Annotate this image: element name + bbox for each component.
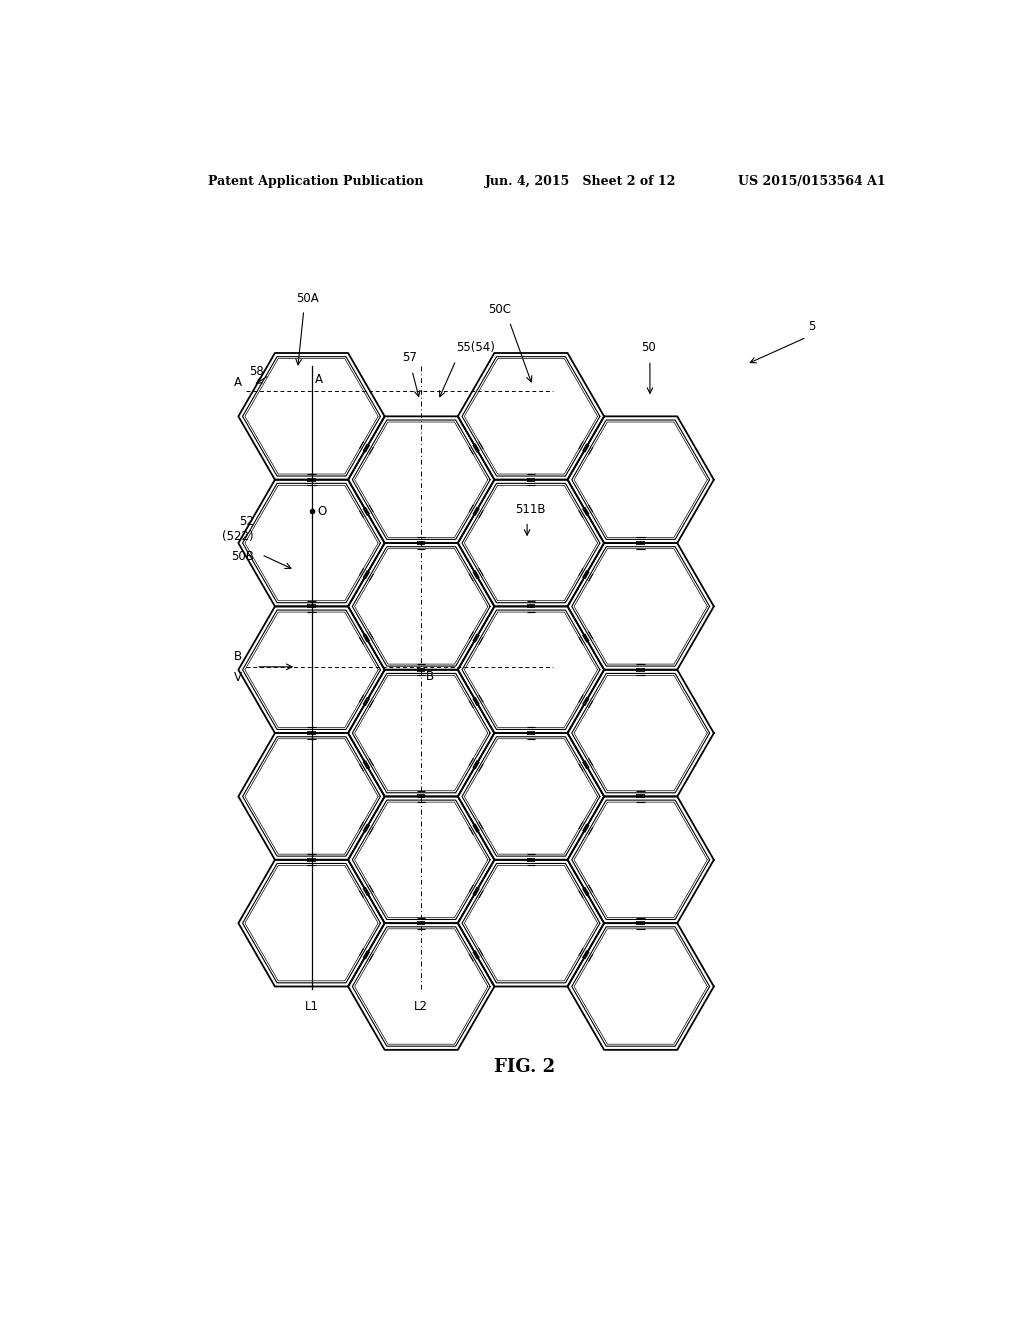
Text: 50: 50 xyxy=(641,341,655,354)
Text: 50B: 50B xyxy=(230,550,254,564)
Text: 57: 57 xyxy=(402,351,417,364)
Text: 55(54): 55(54) xyxy=(456,341,495,354)
Text: A: A xyxy=(315,374,324,387)
Text: FIG. 2: FIG. 2 xyxy=(495,1059,555,1076)
Text: O: O xyxy=(317,504,327,517)
Text: B: B xyxy=(426,671,434,682)
Text: L1: L1 xyxy=(304,1001,318,1014)
Text: B: B xyxy=(234,649,243,663)
Text: 511B: 511B xyxy=(515,503,546,516)
Text: 52: 52 xyxy=(239,515,254,528)
Text: 5: 5 xyxy=(808,321,816,334)
Text: Jun. 4, 2015   Sheet 2 of 12: Jun. 4, 2015 Sheet 2 of 12 xyxy=(484,176,676,187)
Text: 58: 58 xyxy=(249,364,264,378)
Text: A: A xyxy=(234,376,243,389)
Text: V: V xyxy=(234,671,243,684)
Text: 50A: 50A xyxy=(296,292,319,305)
Text: 50C: 50C xyxy=(488,304,512,317)
Text: Patent Application Publication: Patent Application Publication xyxy=(208,176,423,187)
Text: L2: L2 xyxy=(415,1001,428,1014)
Text: US 2015/0153564 A1: US 2015/0153564 A1 xyxy=(737,176,885,187)
Text: (522): (522) xyxy=(222,531,254,544)
